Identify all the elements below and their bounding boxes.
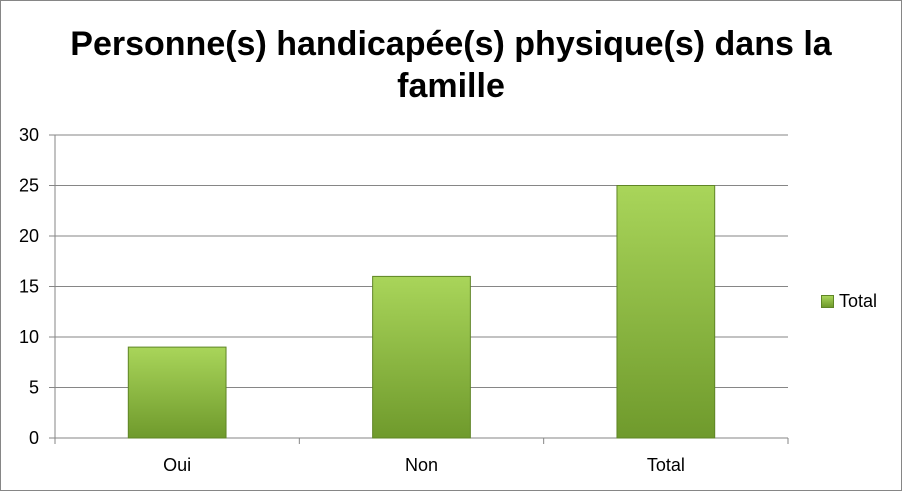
x-tick-label: Non: [405, 455, 438, 475]
y-axis: 0 5 10 15 20 25 30: [19, 125, 56, 448]
y-tick-label: 5: [29, 378, 39, 398]
bar-non: [372, 275, 471, 439]
y-tick-label: 10: [19, 327, 39, 347]
y-tick-label: 20: [19, 226, 39, 246]
chart-title: Personne(s) handicapée(s) physique(s) da…: [70, 25, 832, 105]
x-tick-label: Oui: [163, 455, 191, 475]
y-tick-label: 15: [19, 277, 39, 297]
y-tick-label: 0: [29, 428, 39, 448]
y-tick-label: 25: [19, 176, 39, 196]
legend: Total: [821, 291, 877, 312]
bar-oui: [127, 346, 227, 439]
x-axis: Oui Non Total: [54, 438, 789, 475]
x-tick-label: Total: [647, 455, 685, 475]
bar-total: [616, 185, 716, 439]
legend-swatch: [821, 295, 834, 308]
y-tick-label: 30: [19, 125, 39, 145]
bars: [127, 185, 716, 439]
legend-label: Total: [839, 291, 878, 311]
